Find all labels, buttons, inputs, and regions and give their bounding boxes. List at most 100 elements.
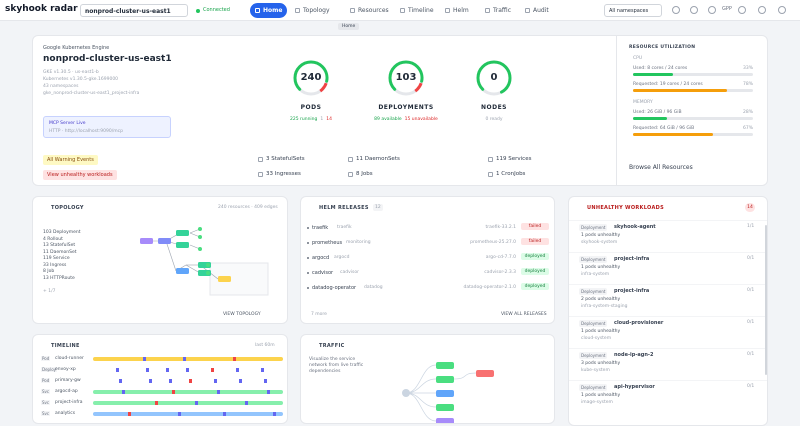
- timeline-bar: [93, 390, 283, 394]
- util-bar: [633, 133, 714, 136]
- kind-badge: Svc: [41, 389, 51, 394]
- util-percent: 28%: [742, 110, 753, 115]
- release-chart: argo-cd-7.7.0: [485, 255, 516, 260]
- workload-name[interactable]: project-infra: [614, 288, 650, 294]
- topology-node: [206, 263, 210, 267]
- provider: Google Kubernetes Engine: [43, 45, 110, 51]
- tooltip: Home: [338, 23, 360, 30]
- nav-icon: [525, 8, 530, 13]
- panel-meta: 240 resources · 409 edges: [218, 205, 278, 210]
- icon-button[interactable]: [672, 6, 680, 14]
- gauge-arc: [476, 60, 512, 96]
- resource-count[interactable]: 33 Ingresses: [266, 171, 301, 177]
- nav-icon: [400, 8, 405, 13]
- graphic: [476, 60, 512, 96]
- panel-title: HELM RELEASES: [319, 205, 369, 211]
- row-name: project-infra: [55, 400, 83, 405]
- workload-name[interactable]: api-hypervisor: [614, 384, 655, 390]
- graphic: [388, 60, 424, 96]
- graphic: [140, 227, 269, 296]
- workload-desc: 2 pods unhealthy: [581, 297, 621, 302]
- event-marker: [166, 368, 169, 372]
- nav-tab[interactable]: Traffic: [493, 7, 512, 14]
- unhealthy-panel: UNHEALTHY WORKLOADS 14 Deployment skyhook-a…: [568, 196, 768, 426]
- mcp-link[interactable]: MCP Server Live HTTP · http://localhost:9…: [43, 116, 171, 138]
- legend-item: 33 Ingress: [43, 262, 67, 268]
- nav-tab[interactable]: Helm: [453, 7, 469, 14]
- resource-count[interactable]: 119 Services: [496, 156, 532, 162]
- util-bar: [633, 73, 673, 76]
- traffic-node: [436, 418, 454, 423]
- event-marker: [189, 379, 192, 383]
- event-marker: [172, 390, 175, 394]
- namespace-selector[interactable]: All namespaces: [604, 4, 662, 17]
- row-name: primary-gw: [55, 378, 81, 383]
- util-track: [633, 73, 753, 76]
- row-name: envoy-xp: [55, 367, 76, 372]
- traffic-edge: [405, 378, 437, 394]
- browse-link[interactable]: Browse All Resources: [629, 164, 693, 171]
- overview-card: Google Kubernetes Engine nonprod-cluster-…: [32, 35, 768, 186]
- workload-ns: infra-system: [581, 272, 610, 277]
- row-name: analytics: [55, 411, 76, 416]
- release-name[interactable]: traefik: [312, 225, 329, 231]
- event-marker: [116, 368, 119, 372]
- gauge-sub-part: 89 available: [374, 117, 402, 122]
- util-label: Requested: 64 GiB / 96 GiB: [633, 126, 695, 131]
- traffic-node: [436, 404, 454, 411]
- traffic-edge: [405, 364, 437, 394]
- icon-button[interactable]: [708, 6, 716, 14]
- gauge-sub-part: 14: [326, 117, 332, 122]
- nav-tab[interactable]: Resources: [358, 7, 389, 14]
- gauge-label: PODS: [300, 104, 322, 111]
- release-name[interactable]: cadvisor: [312, 270, 334, 276]
- nav-tab[interactable]: Home: [250, 3, 288, 18]
- topology-node: [218, 276, 231, 282]
- nav-tab[interactable]: Timeline: [408, 7, 434, 14]
- resource-count[interactable]: 11 DaemonSets: [356, 156, 400, 162]
- cluster-selector[interactable]: nonprod-cluster-us-east1: [80, 4, 188, 17]
- nav-tab[interactable]: Audit: [533, 7, 549, 14]
- timeline-bar: [93, 357, 283, 361]
- release-name[interactable]: argocd: [312, 255, 330, 261]
- workload-name[interactable]: cloud-provisioner: [614, 320, 664, 326]
- panel-footer[interactable]: VIEW ALL RELEASES: [501, 312, 547, 317]
- legend-item: 8 Job: [43, 269, 55, 274]
- legend-item: 13 HTTPRoute: [43, 275, 75, 281]
- workload-count: 0/1: [747, 256, 755, 261]
- icon-button[interactable]: [738, 6, 746, 14]
- icon-button[interactable]: [758, 6, 766, 14]
- nav-icon: [445, 8, 450, 13]
- gauge-sub-part: 1: [320, 117, 324, 122]
- gauge-value: 0: [490, 72, 498, 83]
- util-label: Requested: 19 cores / 24 cores: [633, 82, 703, 87]
- timeline-bar: [93, 401, 283, 405]
- kind-badge: Deploy: [41, 367, 58, 372]
- workload-name[interactable]: node-ip-agn-2: [614, 352, 654, 358]
- traffic-panel: TRAFFIC Visualize the service network fro…: [300, 334, 555, 424]
- legend-item: 4 Rollout: [43, 236, 63, 242]
- event-marker: [245, 401, 248, 405]
- resource-count[interactable]: 1 CronJobs: [496, 171, 526, 177]
- resource-count[interactable]: 8 Jobs: [356, 171, 373, 177]
- workload-desc: 1 pods unhealthy: [581, 329, 621, 334]
- status-dot: [196, 9, 200, 13]
- panel-footer[interactable]: VIEW TOPOLOGY: [223, 312, 261, 317]
- legend-item: 13 StatefulSet: [43, 243, 76, 248]
- kind-badge: Pod: [41, 356, 51, 361]
- nav-tab[interactable]: Topology: [303, 7, 330, 14]
- util-bar: [633, 89, 727, 92]
- alert-link[interactable]: View unhealthy workloads: [43, 170, 117, 180]
- workload-name[interactable]: project-infra: [614, 256, 650, 262]
- icon-button[interactable]: [690, 6, 698, 14]
- release-name[interactable]: datadog-operator: [312, 285, 357, 291]
- event-marker: [264, 379, 267, 383]
- icon-button[interactable]: [778, 6, 786, 14]
- release-name[interactable]: prometheus: [312, 240, 343, 246]
- event-marker: [169, 379, 172, 383]
- workload-name[interactable]: skyhook-agent: [614, 224, 656, 230]
- resource-count[interactable]: 3 StatefulSets: [266, 156, 305, 162]
- alert-link[interactable]: All Warning Events: [43, 155, 98, 165]
- legend-more: + 1/7: [43, 289, 56, 294]
- event-marker: [122, 390, 125, 394]
